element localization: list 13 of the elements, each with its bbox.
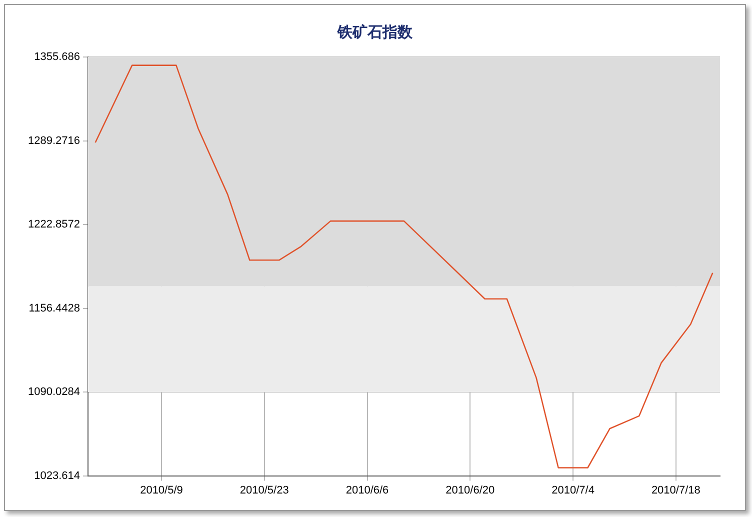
y-tick-label: 1355.686 bbox=[34, 51, 80, 64]
chart-title: 铁矿石指数 bbox=[336, 23, 414, 42]
x-tick-label: 2010/6/20 bbox=[446, 484, 495, 496]
y-tick-label: 1090.0284 bbox=[28, 386, 80, 398]
x-tick-label: 2010/5/23 bbox=[240, 484, 289, 496]
y-tick-label: 1289.2716 bbox=[28, 134, 80, 147]
y-tick-label: 1023.614 bbox=[34, 470, 80, 482]
x-tick-label: 2010/7/4 bbox=[552, 484, 594, 496]
y-tick-label: 1222.8572 bbox=[28, 218, 80, 231]
y-tick-label: 1156.4428 bbox=[28, 302, 80, 314]
x-tick-label: 2010/6/6 bbox=[346, 484, 389, 496]
x-tick-label: 2010/5/9 bbox=[140, 484, 183, 496]
x-tick-label: 2010/7/18 bbox=[651, 484, 700, 496]
